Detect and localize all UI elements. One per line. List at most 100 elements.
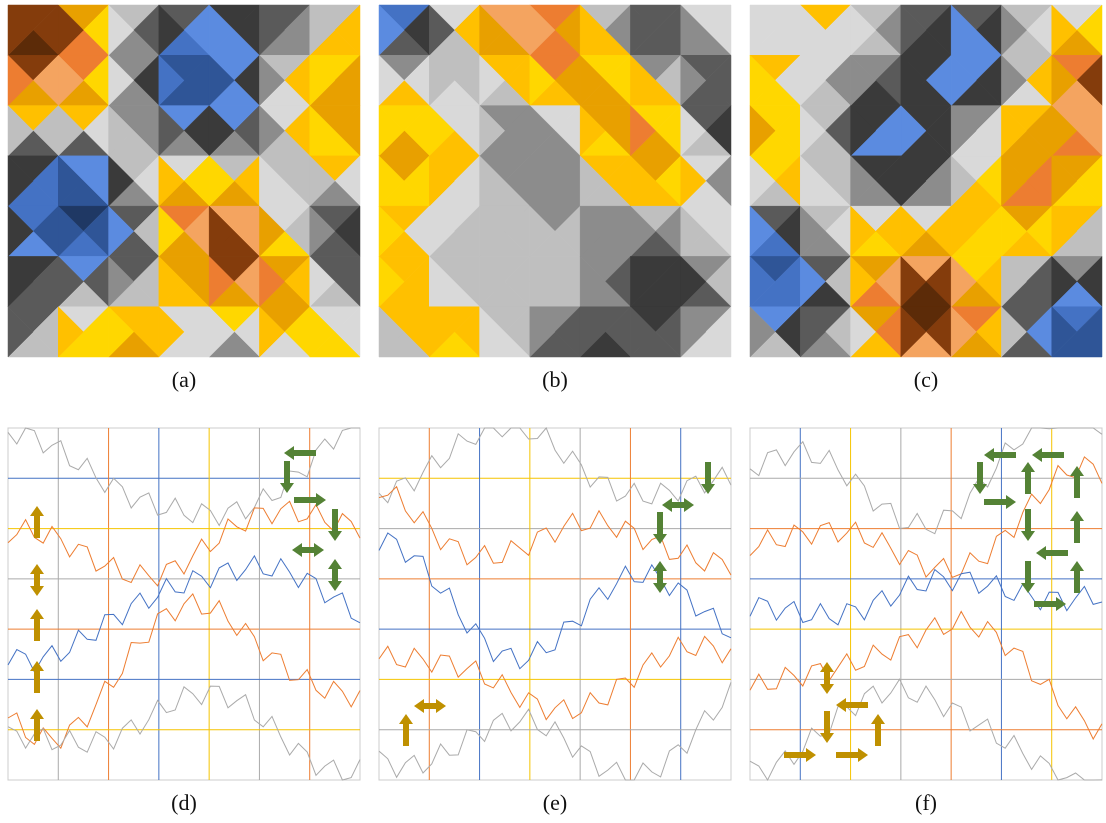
arrow: [1070, 466, 1084, 498]
arrow: [653, 512, 667, 544]
facet: [158, 306, 185, 358]
facet: [680, 4, 707, 56]
arrow: [292, 543, 324, 557]
facet: [850, 306, 877, 358]
facet: [950, 306, 977, 358]
facet: [800, 104, 826, 157]
facet: [900, 255, 927, 308]
facet: [900, 4, 927, 56]
facet: [158, 255, 185, 308]
facet: [378, 155, 405, 207]
arrow: [399, 714, 413, 746]
facet: [630, 104, 656, 157]
arrow: [30, 564, 44, 596]
arrow: [820, 711, 834, 743]
facet: [1051, 4, 1078, 56]
facet: [579, 104, 606, 157]
facet: [800, 54, 826, 107]
facet: [259, 255, 285, 308]
facet: [529, 255, 556, 308]
facet: [378, 54, 405, 107]
facet: [1001, 104, 1027, 157]
facet: [259, 54, 285, 107]
arrow: [984, 448, 1016, 462]
contour-panel: [749, 427, 1103, 782]
facet: [529, 306, 556, 358]
contour-line: [749, 427, 1103, 535]
facet: [680, 104, 707, 157]
facet: [158, 155, 185, 207]
facet: [208, 155, 235, 207]
facet: [1001, 306, 1027, 358]
contour-line: [7, 500, 361, 587]
facet: [950, 4, 977, 56]
facet: [309, 104, 336, 157]
arrow: [1021, 509, 1035, 541]
contour-line: [378, 427, 732, 505]
arrow: [1070, 561, 1084, 593]
facet: [950, 104, 977, 157]
facet: [1051, 155, 1078, 207]
caption: (d): [171, 790, 197, 815]
arrow: [701, 462, 715, 494]
facet: [309, 205, 336, 258]
facet: [158, 104, 185, 157]
panel-frame: [378, 427, 732, 781]
facet: [208, 4, 235, 56]
facet: [800, 4, 826, 56]
facet: [680, 155, 707, 207]
facet: [850, 205, 877, 258]
facet: [950, 54, 977, 107]
facet: [900, 155, 927, 207]
arrow: [30, 709, 44, 741]
facet: [749, 4, 776, 56]
arrow: [280, 461, 294, 493]
arrow: [784, 748, 816, 762]
heightmap-panel: [749, 4, 1103, 358]
facet: [429, 306, 455, 358]
arrow: [653, 561, 667, 593]
arrow: [1070, 511, 1084, 543]
facet: [108, 255, 135, 308]
caption: (c): [914, 367, 938, 392]
facet: [158, 4, 185, 56]
facet: [529, 155, 556, 207]
arrow: [294, 493, 326, 507]
contour-line: [378, 485, 732, 576]
arrow: [1032, 448, 1064, 462]
facet: [479, 104, 506, 157]
facet: [58, 104, 84, 157]
facet: [579, 4, 606, 56]
facet: [7, 54, 34, 107]
facet: [900, 54, 927, 107]
facet: [1001, 255, 1027, 308]
facet: [579, 205, 606, 258]
heightmap-panel: [7, 4, 361, 358]
facet: [579, 155, 606, 207]
heightmap-panel: [378, 4, 732, 358]
facet: [58, 306, 84, 358]
facet: [680, 255, 707, 308]
contour-line: [749, 456, 1103, 579]
facet: [1051, 54, 1078, 107]
facet: [529, 205, 556, 258]
arrow: [836, 698, 868, 712]
facet: [579, 54, 606, 107]
facet: [630, 54, 656, 107]
facet: [108, 4, 135, 56]
facet: [749, 54, 776, 107]
facet: [749, 205, 776, 258]
arrow: [30, 506, 44, 538]
facet: [378, 306, 405, 358]
contour-line: [7, 592, 361, 750]
facet: [479, 4, 506, 56]
facet: [749, 104, 776, 157]
facet: [630, 205, 656, 258]
arrow: [284, 446, 316, 460]
facet: [208, 306, 235, 358]
facet: [378, 104, 405, 157]
facet: [108, 54, 135, 107]
facet: [429, 255, 455, 308]
facet: [900, 306, 927, 358]
